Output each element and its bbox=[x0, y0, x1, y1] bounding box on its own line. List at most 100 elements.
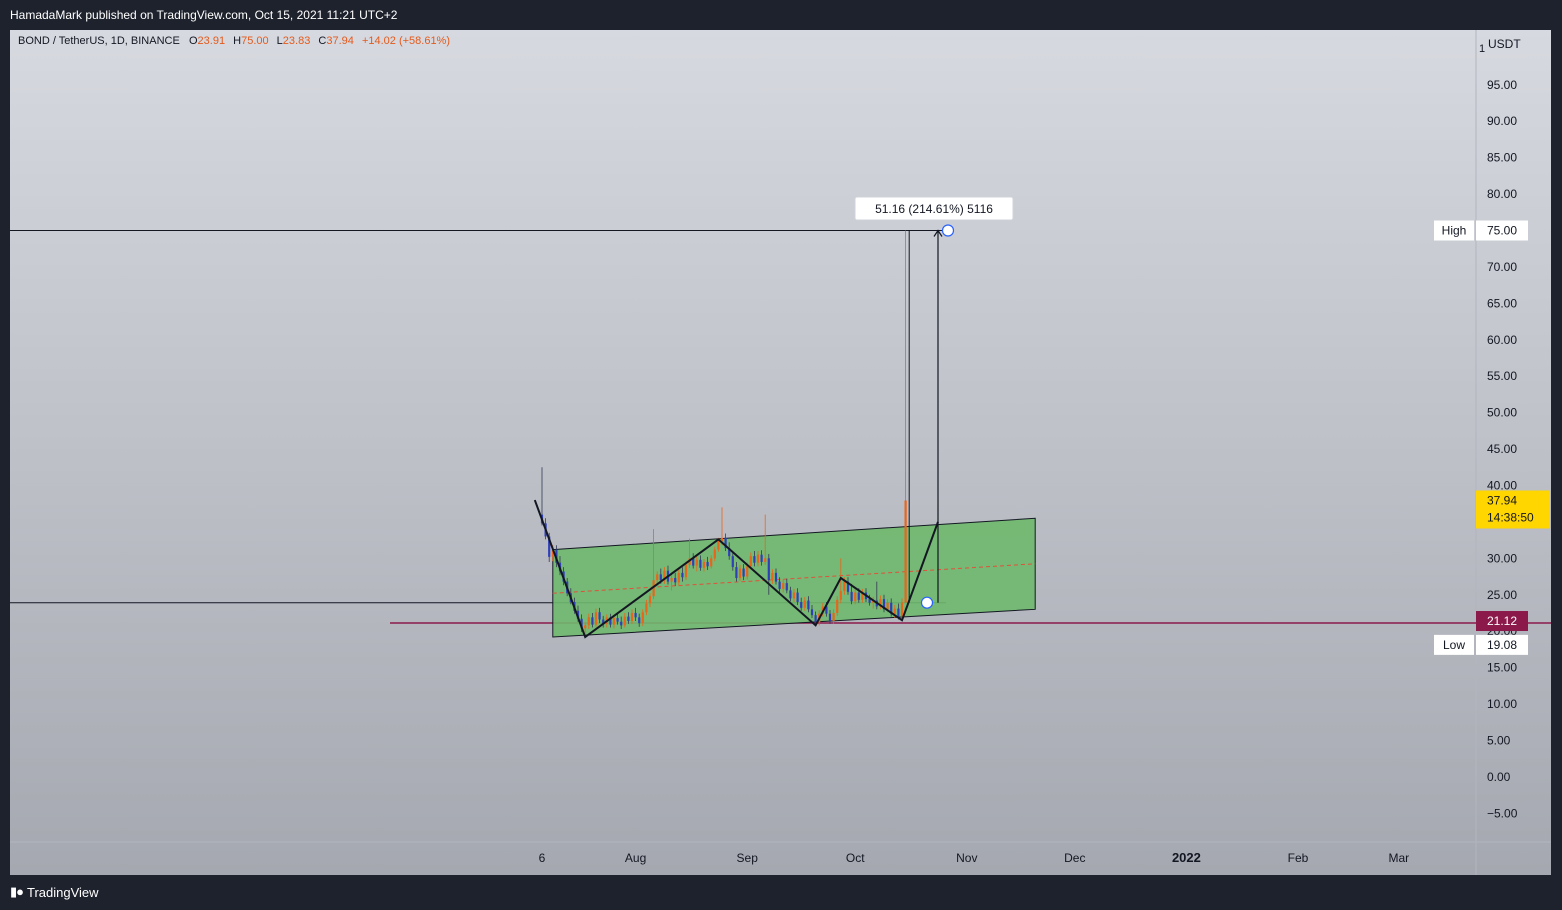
candle-body bbox=[663, 570, 666, 581]
candle-body bbox=[620, 621, 623, 626]
candle-body bbox=[792, 592, 796, 599]
y-tick-label: 85.00 bbox=[1487, 151, 1517, 165]
current-price-box bbox=[1476, 490, 1550, 529]
y-tick-label: 45.00 bbox=[1487, 442, 1517, 456]
y-tick-label: −5.00 bbox=[1487, 806, 1518, 820]
candle-body bbox=[857, 592, 860, 600]
parallel-channel bbox=[552, 517, 1036, 638]
tradingview-brand[interactable]: ▮● TradingView bbox=[10, 884, 99, 900]
candle-body bbox=[846, 581, 850, 592]
candle-body bbox=[760, 554, 763, 562]
measure-label: 51.16 (214.61%) 5116 bbox=[875, 202, 993, 216]
candle-body bbox=[602, 619, 605, 624]
candle-body bbox=[825, 606, 828, 614]
candle-body bbox=[706, 561, 709, 567]
ohlc-legend: BOND / TetherUS, 1D, BINANCE O23.91 H75.… bbox=[18, 35, 455, 47]
x-tick-label: 2022 bbox=[1172, 850, 1201, 865]
footer: ▮● TradingView bbox=[0, 875, 1562, 910]
candle-body bbox=[789, 590, 792, 599]
candle-body bbox=[738, 568, 742, 578]
y-tick-label: 10.00 bbox=[1487, 697, 1517, 711]
measure-arrowhead bbox=[933, 229, 943, 237]
high-label: H bbox=[233, 35, 242, 47]
x-tick-label: Nov bbox=[956, 851, 977, 865]
candle-body bbox=[800, 602, 803, 608]
low-tag-label: Low bbox=[1443, 638, 1465, 652]
candle-body bbox=[702, 561, 706, 568]
candle-body bbox=[634, 612, 637, 618]
candle-body bbox=[756, 554, 760, 563]
high-tag-label-box bbox=[1434, 220, 1474, 241]
candle-body bbox=[638, 617, 641, 624]
candle-body bbox=[771, 572, 774, 581]
candle-body bbox=[836, 599, 839, 613]
tradingview-logo-icon: ▮● bbox=[10, 884, 24, 899]
low-tag-label-box bbox=[1434, 634, 1474, 655]
close-value: 37.94 bbox=[326, 35, 354, 47]
candle-body bbox=[872, 600, 875, 603]
candle-body bbox=[692, 558, 695, 566]
channel-midline bbox=[552, 563, 1036, 594]
y-tick-label: 90.00 bbox=[1487, 114, 1517, 128]
candle-body bbox=[641, 612, 644, 624]
chart-panel[interactable]: 95.0090.0085.0080.0075.0070.0065.0060.00… bbox=[10, 30, 1551, 875]
candle-body bbox=[753, 556, 756, 563]
candle-body bbox=[598, 612, 601, 620]
candle-body bbox=[861, 592, 864, 600]
candle-body bbox=[551, 549, 554, 557]
candle-body bbox=[746, 566, 749, 577]
candle-body bbox=[879, 599, 882, 607]
candle-body bbox=[648, 596, 652, 604]
y-tick-label: 70.00 bbox=[1487, 260, 1517, 274]
support-tag-value: 21.12 bbox=[1487, 614, 1517, 628]
candle-body bbox=[627, 616, 630, 621]
candle-body bbox=[886, 602, 889, 610]
candle-body bbox=[897, 608, 900, 617]
measure-label-box bbox=[854, 196, 1014, 221]
candle-body bbox=[645, 603, 648, 613]
y-tick-label: 55.00 bbox=[1487, 369, 1517, 383]
candle-body bbox=[713, 549, 716, 559]
candle-body bbox=[728, 548, 731, 557]
x-tick-label: 6 bbox=[539, 851, 546, 865]
candle-body bbox=[882, 599, 886, 610]
high-tag-value-box bbox=[1476, 220, 1528, 241]
candle-body bbox=[832, 612, 835, 621]
candle-body bbox=[796, 592, 799, 603]
y-tick-label: 5.00 bbox=[1487, 733, 1511, 747]
candle-body bbox=[652, 580, 655, 597]
candle-body bbox=[782, 583, 785, 589]
candle-body bbox=[785, 583, 788, 591]
candle-body bbox=[670, 577, 673, 582]
x-tick-label: Dec bbox=[1064, 851, 1085, 865]
candle-body bbox=[735, 567, 738, 578]
candle-body bbox=[868, 599, 871, 603]
high-tag-label: High bbox=[1442, 224, 1467, 238]
currency-label: USDT bbox=[1488, 37, 1521, 51]
price-chart[interactable]: 95.0090.0085.0080.0075.0070.0065.0060.00… bbox=[10, 30, 1551, 875]
candle-body bbox=[681, 572, 684, 578]
candle-body bbox=[612, 618, 616, 625]
current-price-value: 37.94 bbox=[1487, 493, 1517, 507]
candle-body bbox=[717, 540, 720, 550]
y-tick-label: 80.00 bbox=[1487, 187, 1517, 201]
candle-body bbox=[594, 612, 598, 625]
y-tick-label: 40.00 bbox=[1487, 478, 1517, 492]
candle-body bbox=[731, 556, 734, 568]
y-tick-label: 0.00 bbox=[1487, 770, 1511, 784]
support-tag-value-box bbox=[1476, 611, 1528, 632]
candle-body bbox=[900, 602, 904, 617]
zigzag-path bbox=[533, 499, 939, 639]
change-value: +14.02 (+58.61%) bbox=[361, 35, 451, 47]
x-tick-label: Feb bbox=[1288, 851, 1309, 865]
measure-end-handle bbox=[941, 224, 955, 237]
candle-body bbox=[803, 600, 806, 608]
candle-body bbox=[843, 581, 846, 592]
candle-body bbox=[710, 558, 713, 567]
open-value: 23.91 bbox=[197, 35, 226, 47]
x-tick-label: Mar bbox=[1388, 851, 1409, 865]
candle-body bbox=[623, 616, 626, 626]
candle-body bbox=[548, 536, 551, 557]
y-tick-label: 95.00 bbox=[1487, 78, 1517, 92]
candle-body bbox=[724, 537, 727, 549]
